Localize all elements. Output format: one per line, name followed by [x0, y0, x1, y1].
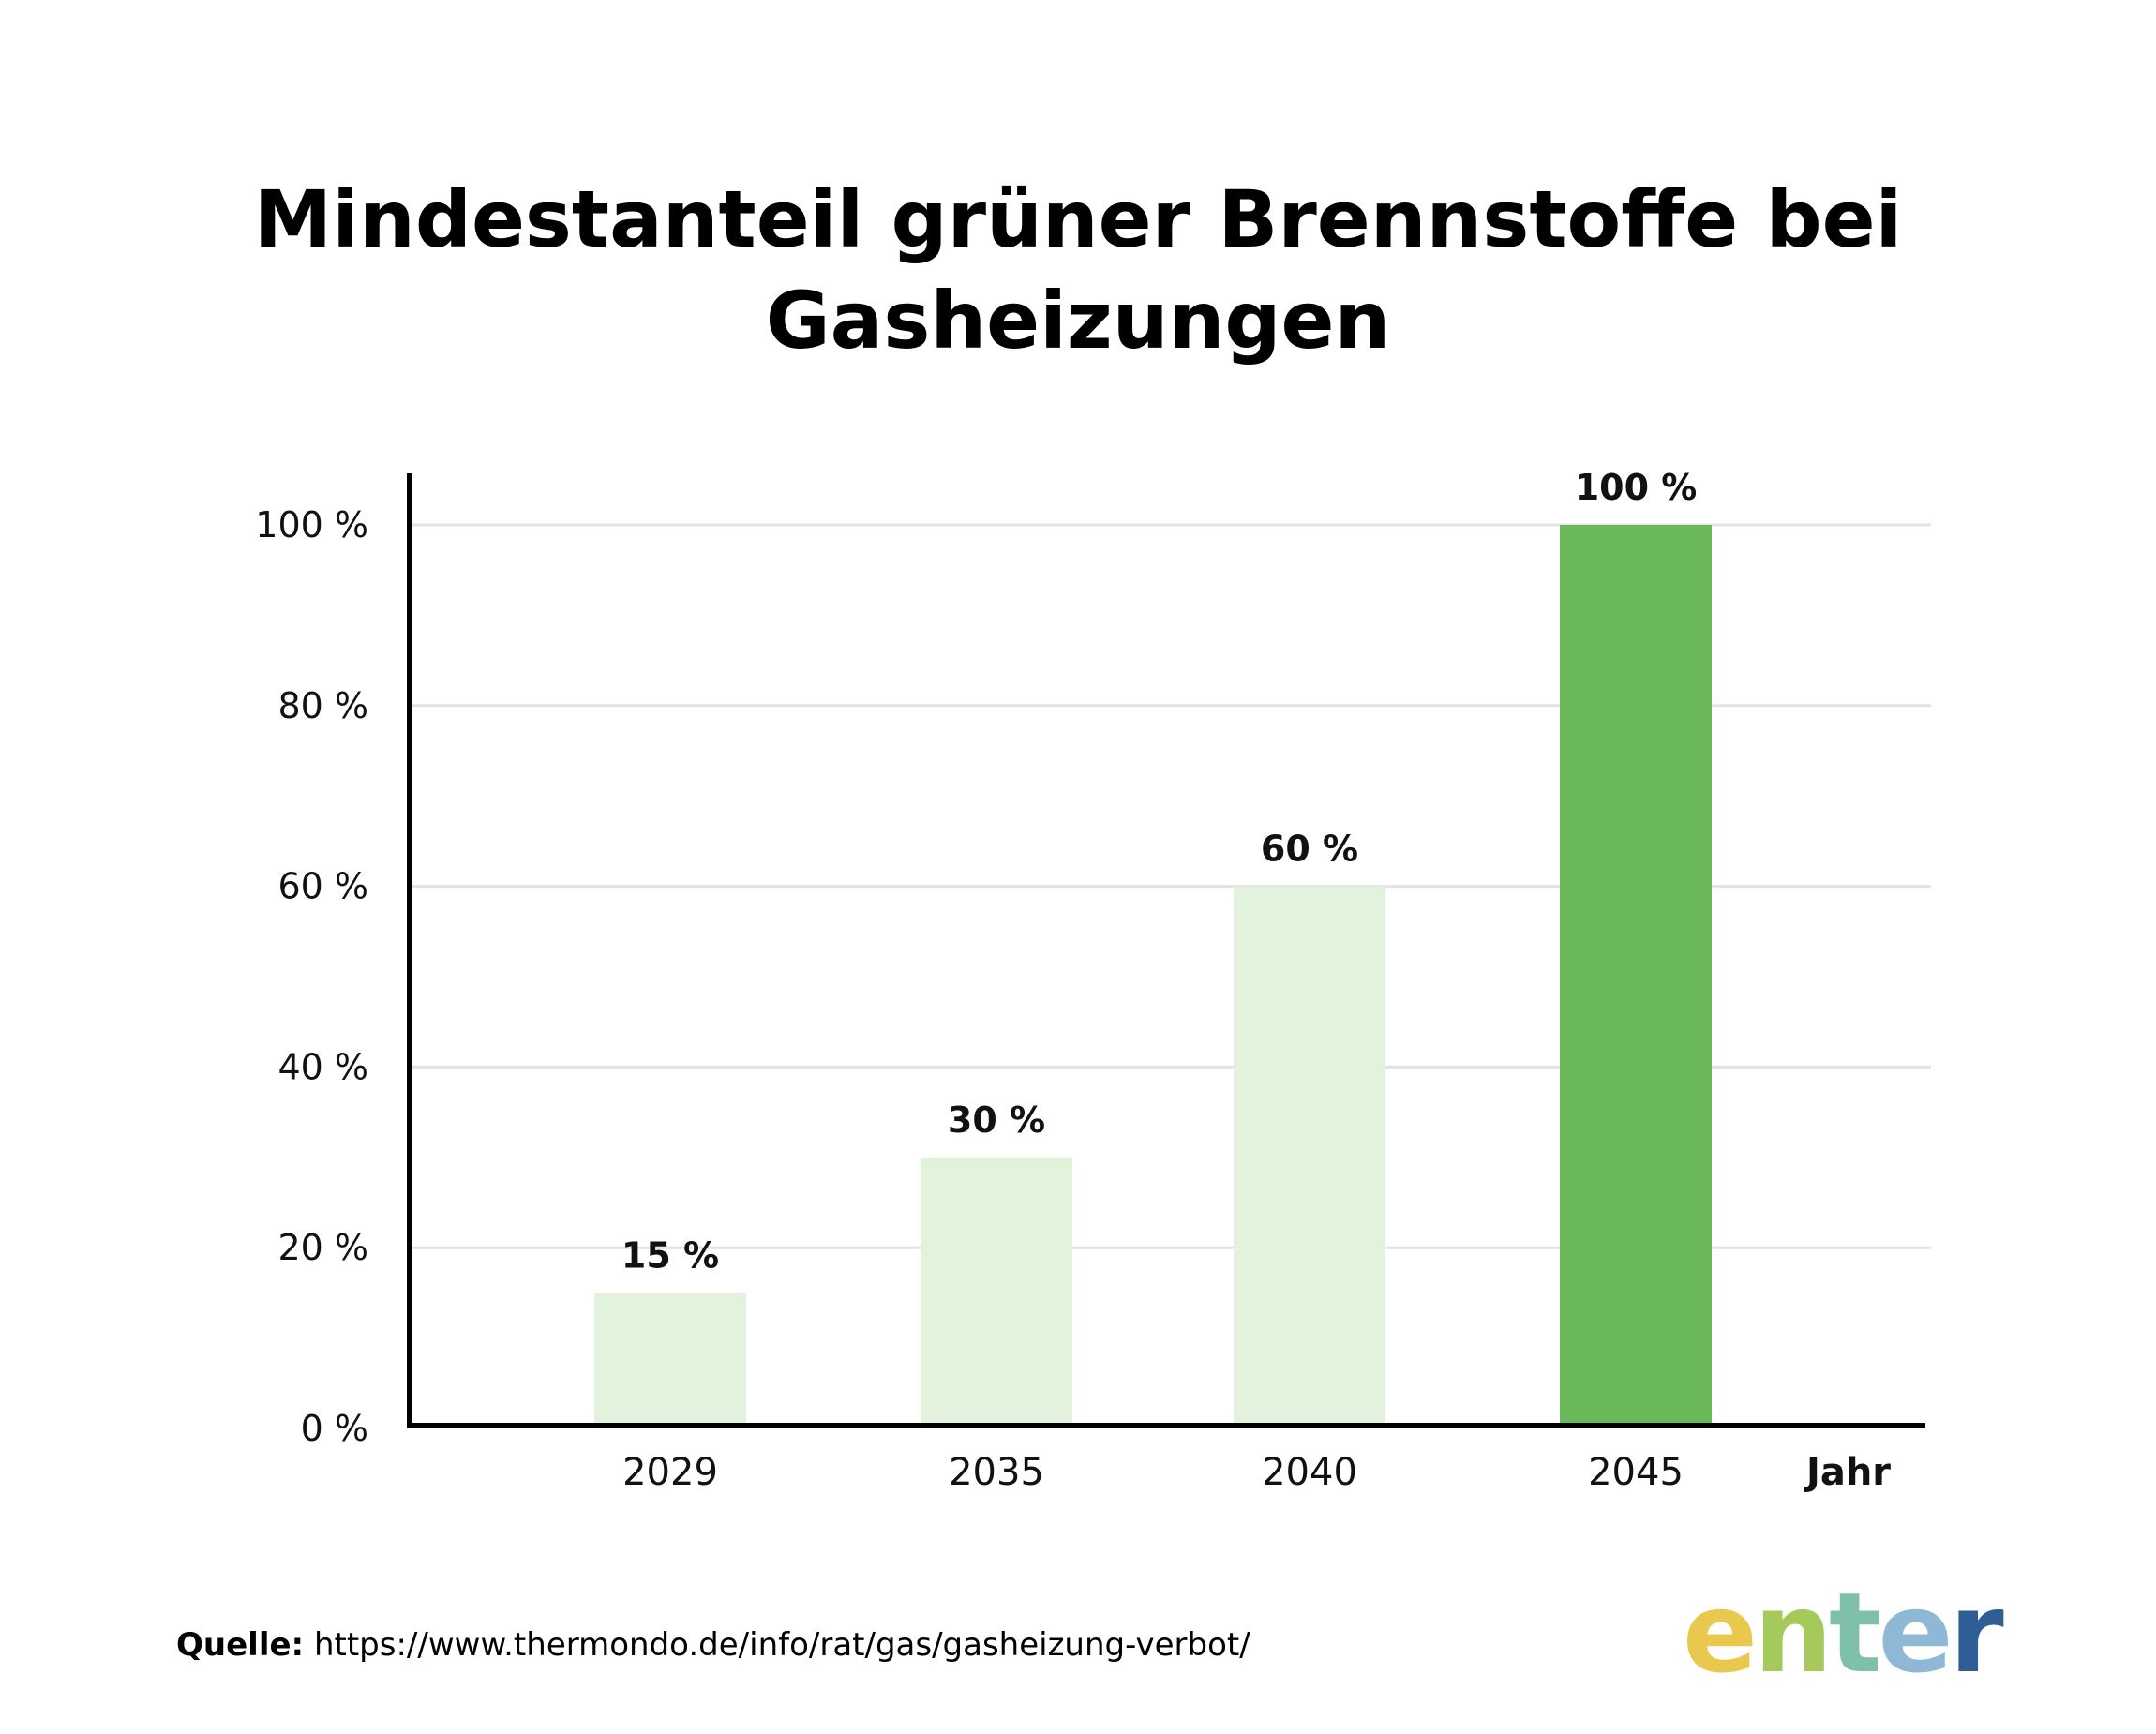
bar-value-label: 30 %	[948, 1099, 1045, 1141]
bar	[921, 1157, 1072, 1428]
logo-letter: n	[1754, 1568, 1833, 1697]
source-note: Quelle: https://www.thermondo.de/info/ra…	[176, 1626, 1250, 1664]
logo-letter: e	[1878, 1568, 1953, 1697]
bar-value-label: 100 %	[1575, 467, 1698, 508]
logo-letter: r	[1949, 1568, 2004, 1697]
y-tick-label: 80 %	[277, 685, 368, 726]
axes	[407, 473, 1925, 1428]
logo-letter: t	[1829, 1568, 1881, 1697]
y-tick-label: 60 %	[277, 866, 368, 907]
bar	[1234, 886, 1385, 1428]
source-url[interactable]: https://www.thermondo.de/info/rat/gas/ga…	[313, 1626, 1250, 1664]
x-tick-label: 2040	[1262, 1451, 1357, 1494]
x-tick-label: 2035	[949, 1451, 1044, 1494]
logo-letter: e	[1683, 1568, 1758, 1697]
bars	[594, 525, 1712, 1428]
y-tick-label: 40 %	[277, 1046, 368, 1087]
y-tick-label: 20 %	[277, 1227, 368, 1268]
x-tick-label: 2045	[1588, 1451, 1684, 1494]
x-axis-label: Jahr	[1804, 1451, 1891, 1494]
bar	[594, 1293, 746, 1428]
source-label: Quelle:	[176, 1626, 305, 1664]
bar	[1560, 525, 1712, 1428]
y-tick-label: 100 %	[255, 504, 368, 546]
y-tick-label: 0 %	[301, 1408, 368, 1449]
labels: 0 % 20 % 40 % 60 % 80 % 100 % 15 % 2029 30 % 2035…	[255, 467, 1891, 1494]
chart-title: Mindestanteil grüner Brennstoffe bei Gas…	[253, 173, 1903, 366]
x-tick-label: 2029	[622, 1451, 718, 1494]
bar-value-label: 15 %	[621, 1234, 719, 1276]
enter-logo: enter	[1683, 1577, 2004, 1689]
bar-value-label: 60 %	[1261, 829, 1358, 870]
